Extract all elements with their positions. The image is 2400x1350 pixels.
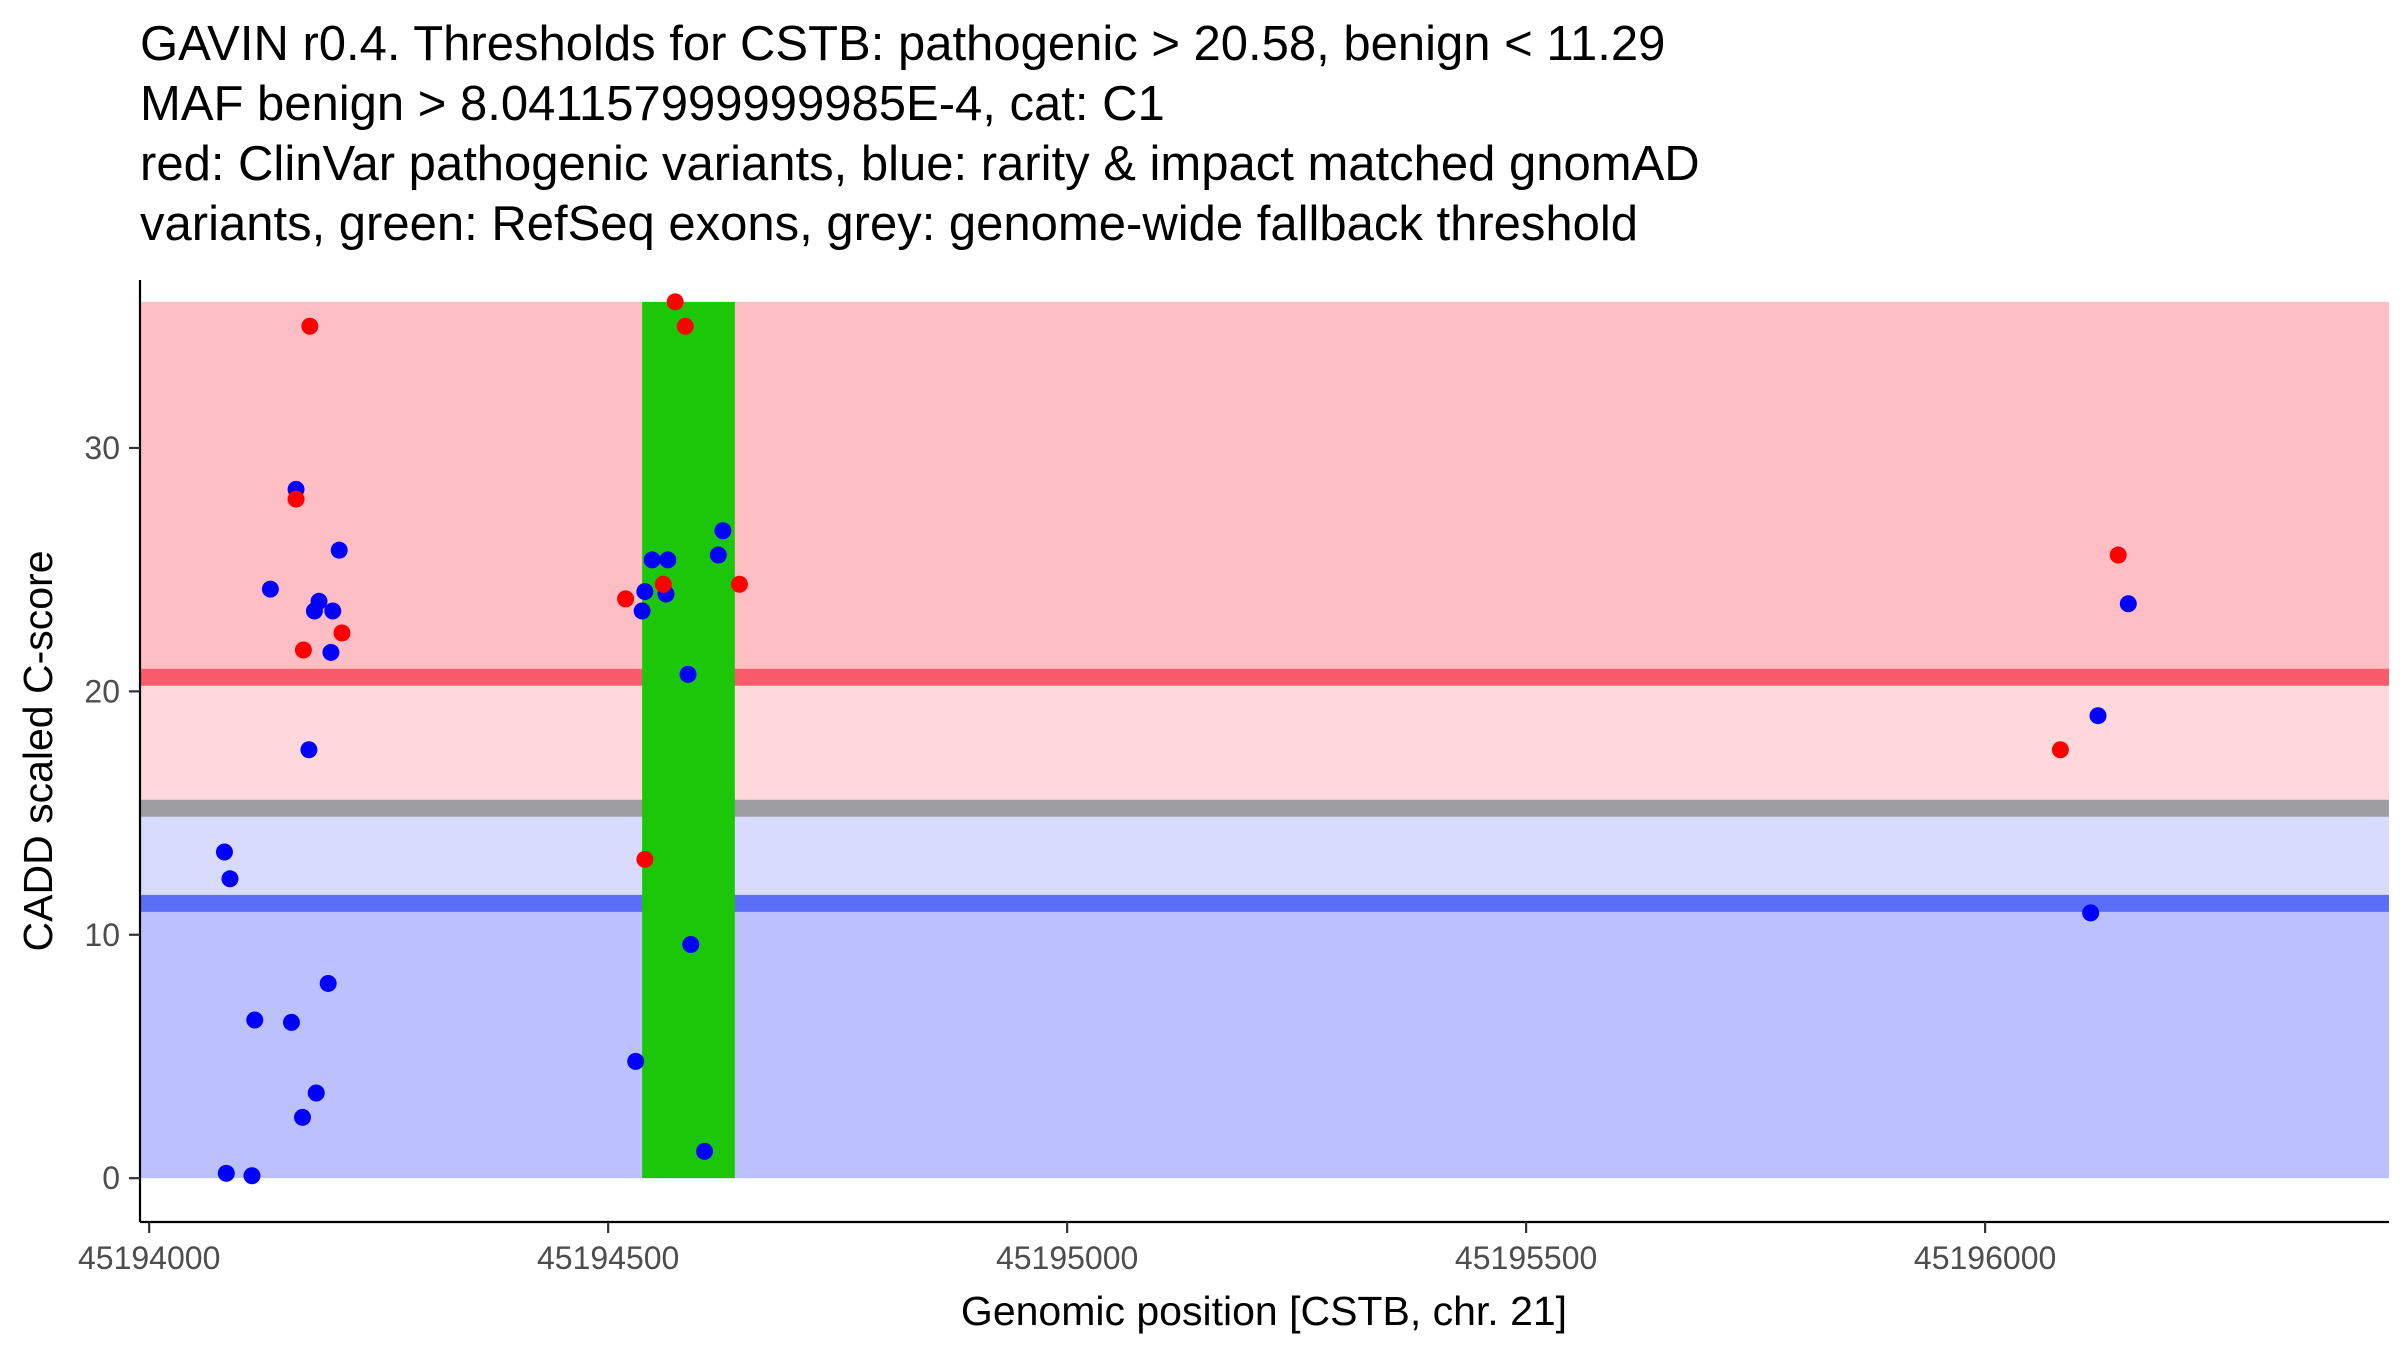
gnomad-point bbox=[714, 522, 732, 540]
gnomad-point bbox=[319, 974, 337, 992]
pathogenic-zone bbox=[140, 301, 2389, 678]
gnomad-point bbox=[293, 1108, 311, 1126]
benign-zone bbox=[140, 903, 2389, 1179]
x-tick-label: 45196000 bbox=[1914, 1240, 2056, 1276]
y-tick-label: 0 bbox=[102, 1160, 120, 1196]
gnomad-point bbox=[282, 1013, 300, 1031]
gnomad-point bbox=[2089, 707, 2107, 725]
title-line: red: ClinVar pathogenic variants, blue: … bbox=[140, 137, 1700, 191]
x-tick-label: 45194500 bbox=[537, 1240, 679, 1276]
data-points bbox=[215, 293, 2137, 1185]
gnomad-point bbox=[682, 936, 700, 954]
x-axis-ticks: 45194000 45194500 45195000 45195500 45196000 bbox=[78, 1222, 2056, 1276]
y-tick-label: 30 bbox=[84, 430, 120, 466]
gnomad-point bbox=[709, 546, 727, 564]
title-line: GAVIN r0.4. Thresholds for CSTB: pathoge… bbox=[140, 17, 1666, 71]
gnomad-point bbox=[696, 1142, 714, 1160]
clinvar-point bbox=[676, 317, 694, 335]
clinvar-point bbox=[617, 590, 635, 608]
clinvar-point bbox=[294, 641, 312, 659]
gnomad-point bbox=[221, 870, 239, 888]
y-tick-label: 10 bbox=[84, 917, 120, 953]
gnomad-point bbox=[2119, 595, 2137, 613]
x-tick-label: 45195000 bbox=[996, 1240, 1138, 1276]
axes bbox=[138, 280, 2389, 1224]
exon-band bbox=[642, 301, 735, 1179]
gnomad-point bbox=[627, 1052, 645, 1070]
gnomad-point bbox=[679, 665, 697, 683]
x-axis-label: Genomic position [CSTB, chr. 21] bbox=[961, 1288, 1567, 1334]
clinvar-point bbox=[654, 575, 672, 593]
gnomad-point bbox=[2082, 904, 2100, 922]
gnomad-point bbox=[307, 1084, 325, 1102]
threshold-regions bbox=[140, 301, 2389, 1179]
gnomad-point bbox=[217, 1164, 235, 1182]
title-line: MAF benign > 8.041157999999985E-4, cat: … bbox=[140, 77, 1165, 131]
gnomad-point bbox=[322, 643, 340, 661]
chart-title: GAVIN r0.4. Thresholds for CSTB: pathoge… bbox=[140, 14, 2380, 254]
clinvar-point bbox=[287, 490, 305, 508]
exon-regions bbox=[642, 301, 735, 1179]
clinvar-point bbox=[2109, 546, 2127, 564]
gnomad-point bbox=[243, 1167, 261, 1185]
gnomad-point bbox=[659, 551, 677, 569]
clinvar-point bbox=[2051, 741, 2069, 759]
clinvar-point bbox=[730, 575, 748, 593]
clinvar-point bbox=[333, 624, 351, 642]
gnomad-point bbox=[215, 843, 233, 861]
y-axis-label: CADD scaled C-score bbox=[15, 551, 61, 952]
gnomad-point bbox=[310, 592, 328, 610]
x-tick-label: 45195500 bbox=[1455, 1240, 1597, 1276]
gnomad-point bbox=[633, 602, 651, 620]
gnomad-point bbox=[643, 551, 661, 569]
y-tick-label: 20 bbox=[84, 673, 120, 709]
gnomad-point bbox=[324, 602, 342, 620]
gnomad-point bbox=[300, 741, 318, 759]
gnomad-point bbox=[246, 1011, 264, 1029]
threshold-lines bbox=[140, 668, 2389, 912]
gnomad-point bbox=[261, 580, 279, 598]
title-line: variants, green: RefSeq exons, grey: gen… bbox=[140, 197, 1639, 251]
clinvar-point bbox=[666, 293, 684, 311]
x-tick-label: 45194000 bbox=[78, 1240, 220, 1276]
gnomad-point bbox=[330, 541, 348, 559]
pathogenic-to-fallback-zone bbox=[140, 677, 2389, 809]
fallback-to-benign-zone bbox=[140, 808, 2389, 904]
clinvar-point bbox=[636, 850, 654, 868]
clinvar-point bbox=[301, 317, 319, 335]
y-axis-ticks: 0 10 20 30 bbox=[84, 430, 140, 1196]
gnomad-point bbox=[636, 583, 654, 601]
